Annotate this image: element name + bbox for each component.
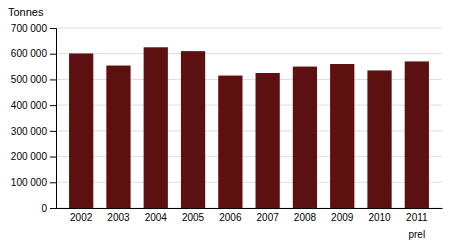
x-tick-label: 2009 (331, 212, 354, 223)
y-tick-label: 100 000 (11, 177, 48, 188)
bar (144, 47, 168, 208)
x-tick: 2007 (257, 212, 280, 223)
x-tick-label: 2003 (107, 212, 130, 223)
plot: 0 100 000 200 000 300 000 400 000 500 000 600 … (11, 23, 443, 240)
grid-line (56, 53, 442, 54)
x-tick-label: 2005 (182, 212, 205, 223)
y-tick-label: 500 000 (11, 74, 48, 85)
y-tick-mark (50, 157, 56, 158)
y-tick-label: 700 000 (11, 23, 48, 34)
x-tick: 2006 (219, 212, 242, 223)
x-tick: 2003 (107, 212, 130, 223)
x-tick: 2010 (368, 212, 391, 223)
bar (330, 64, 354, 208)
x-tick-label: 2008 (294, 212, 317, 223)
bar (256, 73, 280, 208)
y-axis-title: Tonnes (8, 6, 44, 18)
x-tick-label: 2007 (257, 212, 280, 223)
y-tick: 200 000 (11, 151, 56, 162)
y-tick-mark (50, 131, 56, 132)
y-tick-label: 300 000 (11, 126, 48, 137)
x-tick-label: 2004 (145, 212, 168, 223)
x-tick: 2008 (294, 212, 317, 223)
x-tick-label: 2010 (368, 212, 391, 223)
x-axis-line (57, 208, 443, 209)
x-tick: 2011 (406, 212, 428, 223)
bars (69, 47, 429, 208)
bar (181, 51, 205, 208)
x-tick: 2009 (331, 212, 354, 223)
y-tick-mark (50, 182, 56, 183)
chart: 0 100 000 200 000 300 000 400 000 500 000 600 … (0, 0, 454, 246)
y-tick-label: 600 000 (11, 48, 48, 59)
y-tick: 300 000 (11, 126, 56, 137)
y-tick-label: 0 (41, 203, 47, 214)
grid (56, 28, 442, 208)
y-tick-label: 200 000 (11, 151, 48, 162)
y-tick-mark (50, 28, 56, 29)
bar (69, 53, 93, 208)
bar (106, 66, 130, 208)
y-tick: 700 000 (11, 23, 56, 34)
y-axis-line (50, 29, 57, 209)
y-tick: 400 000 (11, 100, 56, 111)
x-tick-label: 2006 (219, 212, 242, 223)
y-tick: 0 (41, 203, 56, 214)
bar (405, 61, 429, 208)
y-tick-label: 400 000 (11, 100, 48, 111)
y-tick-mark (50, 79, 56, 80)
x-tick-label: 2002 (70, 212, 93, 223)
y-tick-mark (50, 105, 56, 106)
y-tick-mark (50, 208, 56, 209)
x-axis: 2002 2003 2004 2005 2006 2007 2008 2009 2010 2011 (57, 209, 443, 224)
y-tick: 600 000 (11, 48, 56, 59)
y-tick: 100 000 (11, 177, 56, 188)
y-tick: 500 000 (11, 74, 56, 85)
y-tick-mark (50, 54, 56, 55)
annotation: prel (408, 229, 425, 240)
x-tick: 2004 (145, 212, 168, 223)
x-tick: 2005 (182, 212, 205, 223)
bar (293, 67, 317, 208)
bar (367, 70, 391, 208)
y-axis: 0 100 000 200 000 300 000 400 000 500 000 600 … (11, 23, 57, 214)
x-tick: 2002 (70, 212, 93, 223)
grid-line (56, 28, 442, 29)
bar (218, 76, 242, 208)
x-tick-label: 2011 (406, 212, 428, 223)
